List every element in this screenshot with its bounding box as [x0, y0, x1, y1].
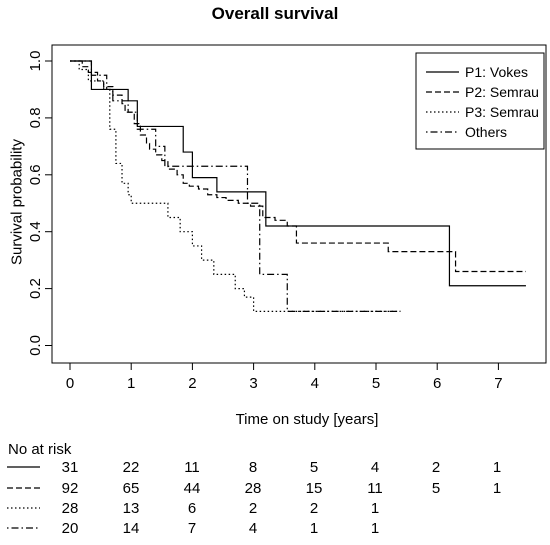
y-tick-label: 0.0 — [27, 335, 44, 356]
risk-value: 4 — [371, 459, 379, 476]
risk-table-title: No at risk — [8, 441, 72, 458]
risk-value: 1 — [493, 480, 501, 497]
risk-value: 1 — [371, 500, 379, 517]
legend-label: P3: Semrau — [465, 104, 539, 120]
risk-value: 1 — [310, 520, 318, 537]
risk-value: 1 — [371, 520, 379, 537]
risk-value: 14 — [123, 520, 140, 537]
risk-value: 13 — [123, 500, 140, 517]
x-tick-label: 2 — [188, 375, 196, 392]
legend — [415, 52, 545, 150]
y-tick-label: 0.8 — [27, 107, 44, 128]
x-tick-label: 3 — [249, 375, 257, 392]
y-axis-label: Survival probability — [8, 139, 26, 265]
y-tick-label: 0.4 — [27, 221, 44, 242]
y-tick-label: 1.0 — [27, 51, 44, 72]
risk-value: 2 — [310, 500, 318, 517]
x-tick-label: 0 — [66, 375, 74, 392]
risk-value: 5 — [310, 459, 318, 476]
series-line-1 — [70, 60, 526, 287]
x-axis-label: Time on study [years] — [235, 411, 379, 428]
risk-value: 28 — [245, 480, 262, 497]
risk-value: 11 — [184, 459, 200, 476]
risk-value: 11 — [367, 480, 383, 497]
risk-value: 65 — [123, 480, 140, 497]
x-tick-label: 5 — [372, 375, 380, 392]
x-tick-label: 6 — [433, 375, 441, 392]
chart-title: Overall survival — [211, 4, 339, 23]
risk-value: 5 — [432, 480, 440, 497]
risk-value: 1 — [493, 459, 501, 476]
risk-value: 44 — [184, 480, 201, 497]
risk-value: 8 — [249, 459, 257, 476]
y-tick-label: 0.6 — [27, 164, 44, 185]
risk-value: 2 — [249, 500, 257, 517]
risk-value: 7 — [188, 520, 196, 537]
series-line-4 — [70, 60, 401, 312]
risk-value: 31 — [62, 459, 79, 476]
risk-value: 20 — [62, 520, 79, 537]
x-tick-label: 4 — [311, 375, 319, 392]
risk-value: 92 — [62, 480, 79, 497]
risk-value: 4 — [249, 520, 257, 537]
plot-frame — [51, 44, 547, 364]
series-line-3 — [70, 60, 401, 312]
risk-value: 22 — [123, 459, 140, 476]
legend-label: P1: Vokes — [465, 64, 528, 80]
x-tick-label: 1 — [127, 375, 135, 392]
x-tick-label: 7 — [494, 375, 502, 392]
risk-value: 15 — [306, 480, 323, 497]
y-tick-label: 0.2 — [27, 278, 44, 299]
legend-label: Others — [465, 124, 507, 140]
risk-value: 28 — [62, 500, 79, 517]
risk-value: 6 — [188, 500, 196, 517]
legend-label: P2: Semrau — [465, 84, 539, 100]
series-line-2 — [70, 60, 526, 273]
risk-value: 2 — [432, 459, 440, 476]
